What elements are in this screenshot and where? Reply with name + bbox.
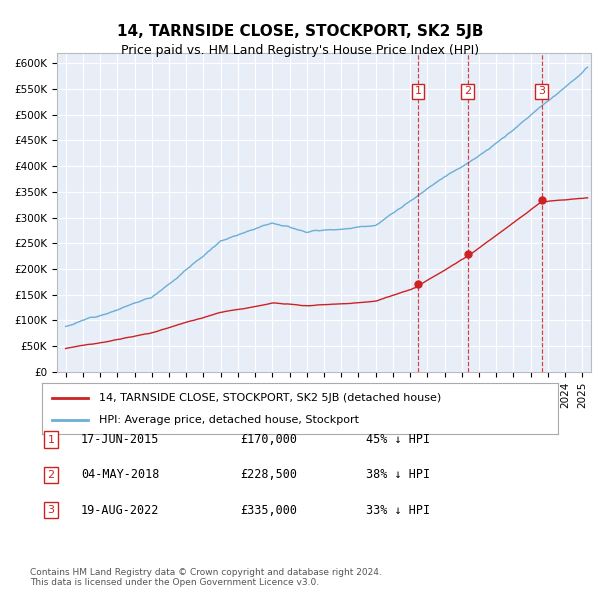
- Text: 1: 1: [415, 86, 422, 96]
- Text: 17-JUN-2015: 17-JUN-2015: [81, 433, 160, 446]
- Text: Price paid vs. HM Land Registry's House Price Index (HPI): Price paid vs. HM Land Registry's House …: [121, 44, 479, 57]
- Text: 04-MAY-2018: 04-MAY-2018: [81, 468, 160, 481]
- Text: 1: 1: [47, 435, 55, 444]
- Text: 45% ↓ HPI: 45% ↓ HPI: [366, 433, 430, 446]
- Text: 2: 2: [464, 86, 471, 96]
- Text: 3: 3: [47, 506, 55, 515]
- Text: 19-AUG-2022: 19-AUG-2022: [81, 504, 160, 517]
- Text: 14, TARNSIDE CLOSE, STOCKPORT, SK2 5JB (detached house): 14, TARNSIDE CLOSE, STOCKPORT, SK2 5JB (…: [99, 392, 441, 402]
- Text: 3: 3: [538, 86, 545, 96]
- Text: Contains HM Land Registry data © Crown copyright and database right 2024.
This d: Contains HM Land Registry data © Crown c…: [30, 568, 382, 587]
- Text: £228,500: £228,500: [240, 468, 297, 481]
- Text: £170,000: £170,000: [240, 433, 297, 446]
- Text: £335,000: £335,000: [240, 504, 297, 517]
- Text: HPI: Average price, detached house, Stockport: HPI: Average price, detached house, Stoc…: [99, 415, 359, 425]
- Text: 2: 2: [47, 470, 55, 480]
- Text: 38% ↓ HPI: 38% ↓ HPI: [366, 468, 430, 481]
- Text: 33% ↓ HPI: 33% ↓ HPI: [366, 504, 430, 517]
- Text: 14, TARNSIDE CLOSE, STOCKPORT, SK2 5JB: 14, TARNSIDE CLOSE, STOCKPORT, SK2 5JB: [117, 24, 483, 38]
